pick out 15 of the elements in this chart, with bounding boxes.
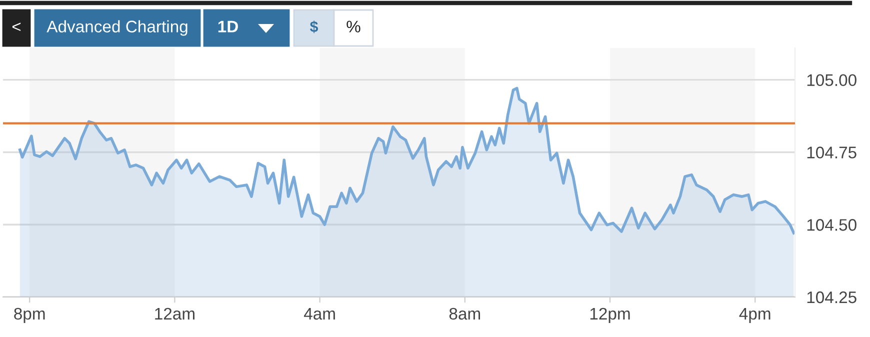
text: $ [310,20,318,34]
y-tick-label: 104.75 [807,146,856,158]
text: < [12,22,21,32]
x-tick-label: 8pm [14,308,45,323]
x-tick-label: 4am [304,308,335,320]
x-tick-label: 12am [155,308,194,320]
y-tick-label: 104.50 [807,219,856,231]
x-tick-label: 4pm [739,308,770,323]
x-tick-label: 12pm [590,308,630,323]
text: 1D [218,20,238,32]
y-tick-label: 104.25 [807,291,856,304]
x-tick-label: 8am [449,308,480,320]
text: % [346,20,360,32]
text: Advanced Charting [46,20,188,36]
y-tick-label: 105.00 [807,74,856,86]
